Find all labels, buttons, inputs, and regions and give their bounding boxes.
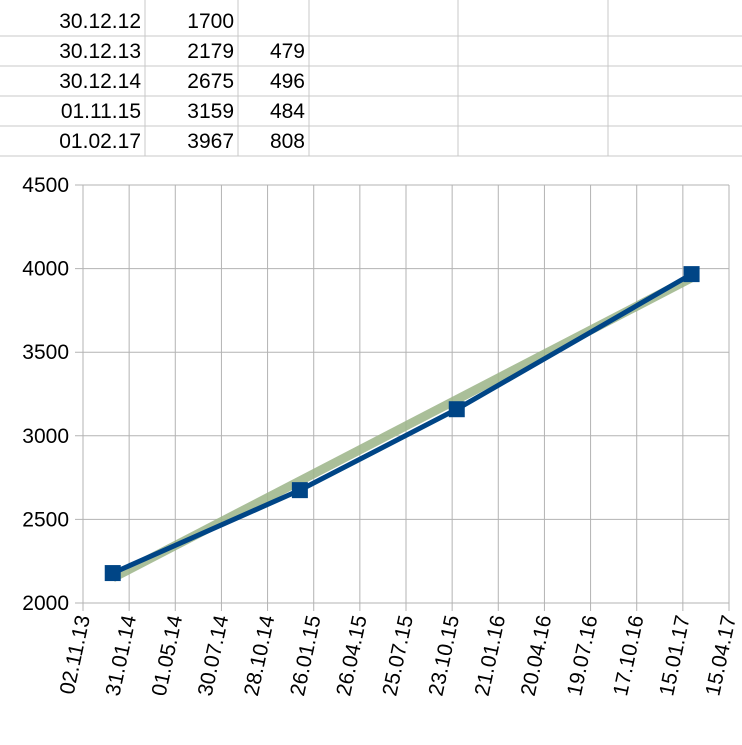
x-tick-label: 15.04.17: [701, 613, 740, 698]
y-tick-label: 3500: [22, 341, 69, 364]
x-tick-label: 17.10.16: [609, 613, 648, 698]
x-tick-label: 30.07.14: [194, 613, 234, 698]
y-tick-label: 2000: [22, 592, 69, 615]
y-tick-label: 4500: [22, 174, 69, 197]
cell: 2179: [187, 40, 234, 63]
cell: 01.11.15: [61, 100, 141, 123]
x-tick-label: 02.11.13: [56, 613, 95, 696]
chart: 2000 2500 3000 3500 4000 4500 02.11.13 31.01.14…: [22, 174, 741, 698]
x-tick-label: 23.10.15: [425, 613, 464, 698]
y-tick-label: 4000: [22, 258, 69, 281]
x-tick-label: 21.01.16: [471, 613, 510, 698]
cell: 3967: [187, 130, 234, 153]
marker: [448, 401, 465, 418]
x-tick-label: 26.04.15: [332, 613, 371, 698]
x-tick-label: 26.01.15: [286, 613, 325, 698]
cell: 30.12.12: [59, 10, 141, 33]
series-line: [111, 271, 693, 576]
spreadsheet: 30.12.12 1700 30.12.13 2179 479 30.12.14 2675 4…: [0, 0, 742, 157]
y-tick-label: 2500: [22, 508, 69, 531]
x-tick-label: 01.05.14: [148, 613, 188, 698]
x-tick-label: 19.07.16: [563, 613, 602, 698]
x-tick-label: 15.01.17: [655, 613, 694, 698]
x-tick-label: 28.10.14: [240, 613, 280, 698]
cell: 808: [270, 130, 305, 153]
cell: 1700: [187, 10, 234, 33]
cell: 01.02.17: [59, 130, 141, 153]
cell: 3159: [187, 100, 234, 123]
y-tick-label: 3000: [22, 425, 69, 448]
cell: 30.12.14: [59, 70, 141, 93]
cell: 2675: [187, 70, 234, 93]
x-tick-label: 20.04.16: [517, 613, 556, 698]
marker: [683, 266, 700, 283]
cell: 30.12.13: [59, 40, 141, 63]
x-tick-label: 31.01.14: [102, 613, 142, 698]
x-tick-label: 25.07.15: [378, 613, 417, 698]
cell: 496: [270, 70, 305, 93]
marker: [104, 565, 121, 582]
marker: [291, 482, 308, 499]
cell: 484: [270, 100, 305, 123]
cell: 479: [270, 40, 305, 63]
